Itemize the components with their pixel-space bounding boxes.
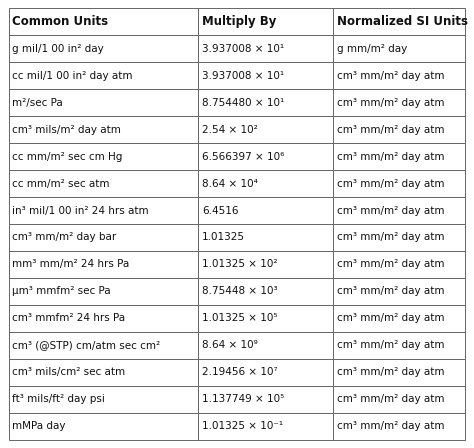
Bar xyxy=(198,143,333,170)
Text: in³ mil/1 00 in² 24 hrs atm: in³ mil/1 00 in² 24 hrs atm xyxy=(12,206,149,215)
Text: cm³ mm/m² day atm: cm³ mm/m² day atm xyxy=(337,178,444,189)
Bar xyxy=(9,332,198,359)
Bar xyxy=(198,35,333,62)
Text: cm³ mm/m² day atm: cm³ mm/m² day atm xyxy=(337,98,444,108)
Bar xyxy=(333,62,465,89)
Text: 1.01325 × 10²: 1.01325 × 10² xyxy=(202,259,277,270)
Text: mMPa day: mMPa day xyxy=(12,422,66,431)
Text: g mm/m² day: g mm/m² day xyxy=(337,43,407,54)
Text: cm³ mm/m² day atm: cm³ mm/m² day atm xyxy=(337,151,444,162)
Text: 1.01325 × 10⁵: 1.01325 × 10⁵ xyxy=(202,314,277,323)
Text: ft³ mils/ft² day psi: ft³ mils/ft² day psi xyxy=(12,394,105,405)
Bar xyxy=(333,251,465,278)
Text: m²/sec Pa: m²/sec Pa xyxy=(12,98,63,108)
Text: 6.4516: 6.4516 xyxy=(202,206,238,215)
Text: cm³ mm/m² day atm: cm³ mm/m² day atm xyxy=(337,367,444,378)
Bar xyxy=(9,62,198,89)
Bar xyxy=(9,170,198,197)
Bar xyxy=(333,89,465,116)
Bar xyxy=(9,386,198,413)
Text: Common Units: Common Units xyxy=(12,15,109,28)
Bar xyxy=(198,359,333,386)
Text: mm³ mm/m² 24 hrs Pa: mm³ mm/m² 24 hrs Pa xyxy=(12,259,129,270)
Text: 8.64 × 10⁴: 8.64 × 10⁴ xyxy=(202,178,258,189)
Text: g mil/1 00 in² day: g mil/1 00 in² day xyxy=(12,43,104,54)
Bar xyxy=(198,197,333,224)
Bar xyxy=(9,278,198,305)
Bar xyxy=(333,224,465,251)
Text: cm³ mm/m² day atm: cm³ mm/m² day atm xyxy=(337,259,444,270)
Bar xyxy=(9,359,198,386)
Text: cm³ mils/cm² sec atm: cm³ mils/cm² sec atm xyxy=(12,367,126,378)
Bar xyxy=(333,116,465,143)
Text: cm³ mm/m² day bar: cm³ mm/m² day bar xyxy=(12,233,117,242)
Text: Multiply By: Multiply By xyxy=(202,15,276,28)
Text: cm³ mm/m² day atm: cm³ mm/m² day atm xyxy=(337,286,444,297)
Bar xyxy=(333,278,465,305)
Bar xyxy=(9,89,198,116)
Bar xyxy=(333,8,465,35)
Text: 3.937008 × 10¹: 3.937008 × 10¹ xyxy=(202,43,284,54)
Text: Normalized SI Units: Normalized SI Units xyxy=(337,15,468,28)
Text: cm³ mm/m² day atm: cm³ mm/m² day atm xyxy=(337,340,444,350)
Bar xyxy=(333,197,465,224)
Bar xyxy=(198,89,333,116)
Bar xyxy=(198,413,333,440)
Text: cm³ mm/m² day atm: cm³ mm/m² day atm xyxy=(337,422,444,431)
Bar xyxy=(198,62,333,89)
Bar xyxy=(333,35,465,62)
Text: cm³ mm/m² day atm: cm³ mm/m² day atm xyxy=(337,206,444,215)
Text: cm³ (@STP) cm/atm sec cm²: cm³ (@STP) cm/atm sec cm² xyxy=(12,340,160,350)
Text: cm³ mm/m² day atm: cm³ mm/m² day atm xyxy=(337,314,444,323)
Text: cm³ mm/m² day atm: cm³ mm/m² day atm xyxy=(337,394,444,405)
Text: 8.64 × 10⁹: 8.64 × 10⁹ xyxy=(202,340,258,350)
Bar xyxy=(9,8,198,35)
Bar xyxy=(198,170,333,197)
Bar xyxy=(198,116,333,143)
Bar xyxy=(198,332,333,359)
Bar xyxy=(198,224,333,251)
Text: cm³ mmfm² 24 hrs Pa: cm³ mmfm² 24 hrs Pa xyxy=(12,314,126,323)
Text: cc mil/1 00 in² day atm: cc mil/1 00 in² day atm xyxy=(12,70,133,81)
Text: cm³ mm/m² day atm: cm³ mm/m² day atm xyxy=(337,233,444,242)
Bar xyxy=(9,251,198,278)
Bar xyxy=(198,278,333,305)
Text: 1.137749 × 10⁵: 1.137749 × 10⁵ xyxy=(202,394,284,405)
Bar xyxy=(333,143,465,170)
Text: cc mm/m² sec cm Hg: cc mm/m² sec cm Hg xyxy=(12,151,123,162)
Text: 2.54 × 10²: 2.54 × 10² xyxy=(202,125,258,134)
Text: μm³ mmfm² sec Pa: μm³ mmfm² sec Pa xyxy=(12,286,111,297)
Text: 8.754480 × 10¹: 8.754480 × 10¹ xyxy=(202,98,284,108)
Text: 6.566397 × 10⁶: 6.566397 × 10⁶ xyxy=(202,151,284,162)
Text: 2.19456 × 10⁷: 2.19456 × 10⁷ xyxy=(202,367,278,378)
Text: 3.937008 × 10¹: 3.937008 × 10¹ xyxy=(202,70,284,81)
Bar xyxy=(9,116,198,143)
Bar xyxy=(9,305,198,332)
Text: cm³ mm/m² day atm: cm³ mm/m² day atm xyxy=(337,70,444,81)
Text: cm³ mils/m² day atm: cm³ mils/m² day atm xyxy=(12,125,121,134)
Text: cm³ mm/m² day atm: cm³ mm/m² day atm xyxy=(337,125,444,134)
Text: 1.01325: 1.01325 xyxy=(202,233,245,242)
Bar xyxy=(198,251,333,278)
Bar xyxy=(333,305,465,332)
Text: cc mm/m² sec atm: cc mm/m² sec atm xyxy=(12,178,110,189)
Bar xyxy=(9,413,198,440)
Text: 1.01325 × 10⁻¹: 1.01325 × 10⁻¹ xyxy=(202,422,283,431)
Bar xyxy=(9,224,198,251)
Bar xyxy=(198,386,333,413)
Bar xyxy=(333,413,465,440)
Bar xyxy=(333,359,465,386)
Bar xyxy=(333,332,465,359)
Bar xyxy=(198,8,333,35)
Text: 8.75448 × 10³: 8.75448 × 10³ xyxy=(202,286,278,297)
Bar xyxy=(9,143,198,170)
Bar xyxy=(9,197,198,224)
Bar xyxy=(333,170,465,197)
Bar xyxy=(198,305,333,332)
Bar xyxy=(333,386,465,413)
Bar xyxy=(9,35,198,62)
